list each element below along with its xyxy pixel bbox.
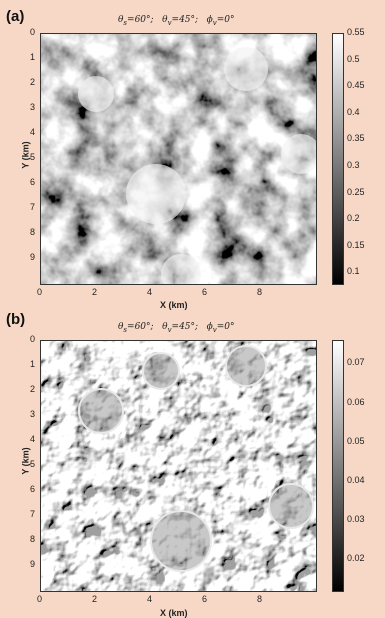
map-b-texture: [41, 341, 316, 591]
panel-b-xtick: 0: [37, 594, 43, 604]
panel-a-cbar-tick: 0.1: [347, 266, 360, 277]
panel-a-ytick: 7: [30, 202, 36, 212]
panel-a-xtick: 4: [147, 287, 153, 297]
panel-b-ytick: 3: [30, 409, 36, 419]
panel-b-xtick: 6: [202, 594, 208, 604]
panel-a-cbar-tick: 0.3: [347, 159, 360, 170]
cbar-b-gradient: [333, 341, 343, 591]
heatmap-b: [40, 340, 317, 592]
xlabel-a: X (km): [160, 300, 188, 310]
map-a-field: [41, 34, 316, 284]
panel-b-ytick: 0: [30, 334, 36, 344]
panel-b-xtick: 4: [147, 594, 153, 604]
panel-a-xtick: 2: [92, 287, 98, 297]
colorbar-b: [332, 340, 344, 592]
plot-title-a: θs=60°; θv=45°; ϕv=0°: [118, 15, 235, 27]
colorbar-a: [332, 33, 344, 285]
panel-b-ytick: 6: [30, 484, 36, 494]
panel-a-ytick: 6: [30, 177, 36, 187]
ylabel-a: Y (km): [20, 141, 31, 169]
panel-b-ytick: 2: [30, 384, 36, 394]
panel-b-ytick: 8: [30, 534, 36, 544]
plot-title-b: θs=60°; θv=45°; ϕv=0°: [118, 322, 235, 334]
title-a-theta-v: 45°: [179, 15, 196, 25]
map-b-cloud-1: [150, 510, 212, 572]
panel-a-ytick: 9: [30, 252, 36, 262]
map-a-cloud-2: [281, 134, 316, 174]
panel-a-cbar-tick: 0.25: [347, 186, 365, 197]
panel-b-cbar-tick: 0.03: [347, 513, 365, 524]
title-a-phi-v: 0°: [224, 15, 235, 25]
panel-a-xtick: 6: [202, 287, 208, 297]
panel-b-cbar-tick: 0.05: [347, 435, 365, 446]
panel-a-cbar-tick: 0.55: [347, 27, 365, 37]
panel-a-ytick: 3: [30, 102, 36, 112]
map-a-cloud-0: [126, 164, 186, 224]
title-b-phi-v: 0°: [224, 322, 235, 332]
map-a-texture: [41, 34, 316, 284]
panel-a-cbar-tick: 0.4: [347, 106, 360, 117]
panel-b-xtick: 2: [92, 594, 98, 604]
panel-a-xtick: 8: [257, 287, 263, 297]
panel-a-ytick: 8: [30, 227, 36, 237]
panel-a-ytick: 1: [30, 52, 36, 62]
panel-b-ytick: 4: [30, 434, 36, 444]
heatmap-a: [40, 33, 317, 285]
panel-b-cbar-tick: 0.06: [347, 396, 365, 407]
title-a-theta-s: 60°: [134, 15, 151, 25]
panel-b: (b) θs=60°; θv=45°; ϕv=0° 0 2 4 6 8 0 1 2 3 4 5 6 7 8…: [0, 308, 385, 618]
panel-a-cbar-tick: 0.45: [347, 80, 365, 91]
panel-a-xtick: 0: [37, 287, 43, 297]
panel-a: (a) θs=60°; θv=45°; ϕv=0° 0 2 4 6 8 0 1 2 3 4 5 6 7 8…: [0, 0, 385, 310]
map-a-cloud-3: [78, 76, 114, 112]
panel-b-cbar-tick: 0.04: [347, 474, 365, 485]
xlabel-b: X (km): [160, 608, 188, 618]
title-b-theta-s: 60°: [134, 322, 151, 332]
panel-b-ytick: 5: [30, 459, 36, 469]
cbar-a-gradient: [333, 34, 343, 284]
panel-a-cbar-tick: 0.35: [347, 133, 365, 144]
panel-a-cbar-tick: 0.5: [347, 53, 360, 64]
panel-b-xtick: 8: [257, 594, 263, 604]
panel-a-ytick: 0: [30, 27, 36, 37]
panel-b-cbar-tick: 0.02: [347, 552, 365, 563]
map-b-cloud-0: [78, 388, 124, 434]
map-a-cloud-1: [224, 47, 268, 91]
panel-a-cbar-tick: 0.2: [347, 213, 360, 224]
panel-label-b: (b): [6, 311, 26, 328]
map-b-cloud-4: [142, 352, 180, 390]
panel-a-cbar-tick: 0.15: [347, 239, 365, 250]
panel-b-ytick: 1: [30, 359, 36, 369]
map-b-cloud-2: [268, 483, 314, 529]
panel-label-a: (a): [6, 8, 25, 25]
panel-b-cbar-tick: 0.07: [347, 357, 365, 368]
panel-a-ytick: 2: [30, 77, 36, 87]
panel-a-ytick: 4: [30, 127, 36, 137]
panel-b-ytick: 7: [30, 509, 36, 519]
panel-a-ytick: 5: [30, 152, 36, 162]
map-b-cloud-3: [225, 345, 267, 387]
title-b-theta-v: 45°: [179, 322, 196, 332]
ylabel-b: Y (km): [20, 447, 31, 475]
map-a-cloud-4: [161, 254, 201, 284]
panel-b-ytick: 9: [30, 559, 36, 569]
